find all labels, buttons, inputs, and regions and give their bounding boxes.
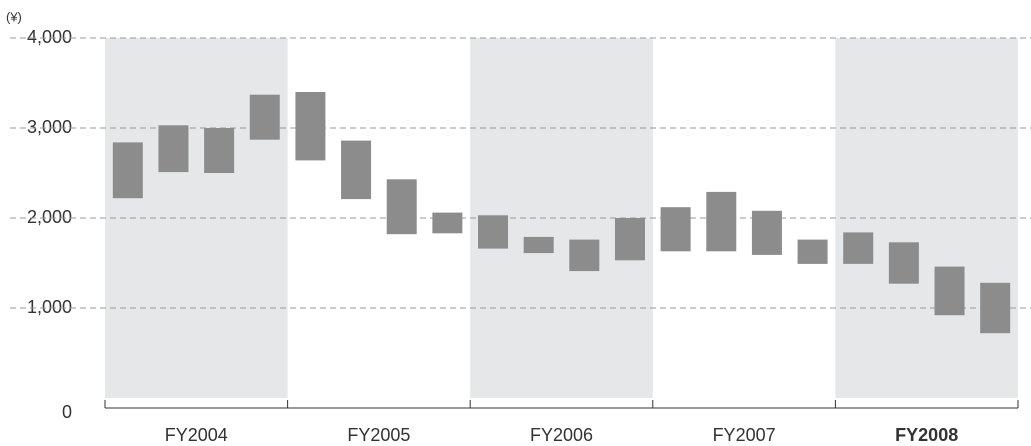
range-bar [341,140,372,200]
range-bar [888,242,919,284]
range-bar [980,282,1011,334]
range-bar [386,179,417,235]
range-bar [843,232,874,264]
x-tick-label: FY2006 [530,425,593,445]
range-bar [751,210,782,255]
y-tick-label: 2,000 [27,207,72,227]
range-bar [523,236,554,254]
y-tick-label: 4,000 [27,27,72,47]
range-bar [706,191,737,252]
y-tick-label: 1,000 [27,297,72,317]
range-bar [112,142,143,199]
y-tick-label: 0 [62,402,72,422]
range-bar [295,92,326,161]
range-bar [797,239,828,264]
x-tick-label: FY2008 [895,425,958,445]
range-bar [660,207,691,252]
range-bar [478,215,509,249]
x-tick-label: FY2005 [347,425,410,445]
y-tick-label: 3,000 [27,117,72,137]
x-tick-label: FY2007 [713,425,776,445]
range-bar [614,218,645,261]
range-bar [569,239,600,272]
range-bar [204,128,235,173]
range-bar [249,94,280,140]
x-tick-label: FY2004 [165,425,228,445]
range-bar [158,125,189,173]
y-axis-label: (¥) [6,9,22,24]
range-bar [934,266,965,316]
range-bar [432,212,463,234]
